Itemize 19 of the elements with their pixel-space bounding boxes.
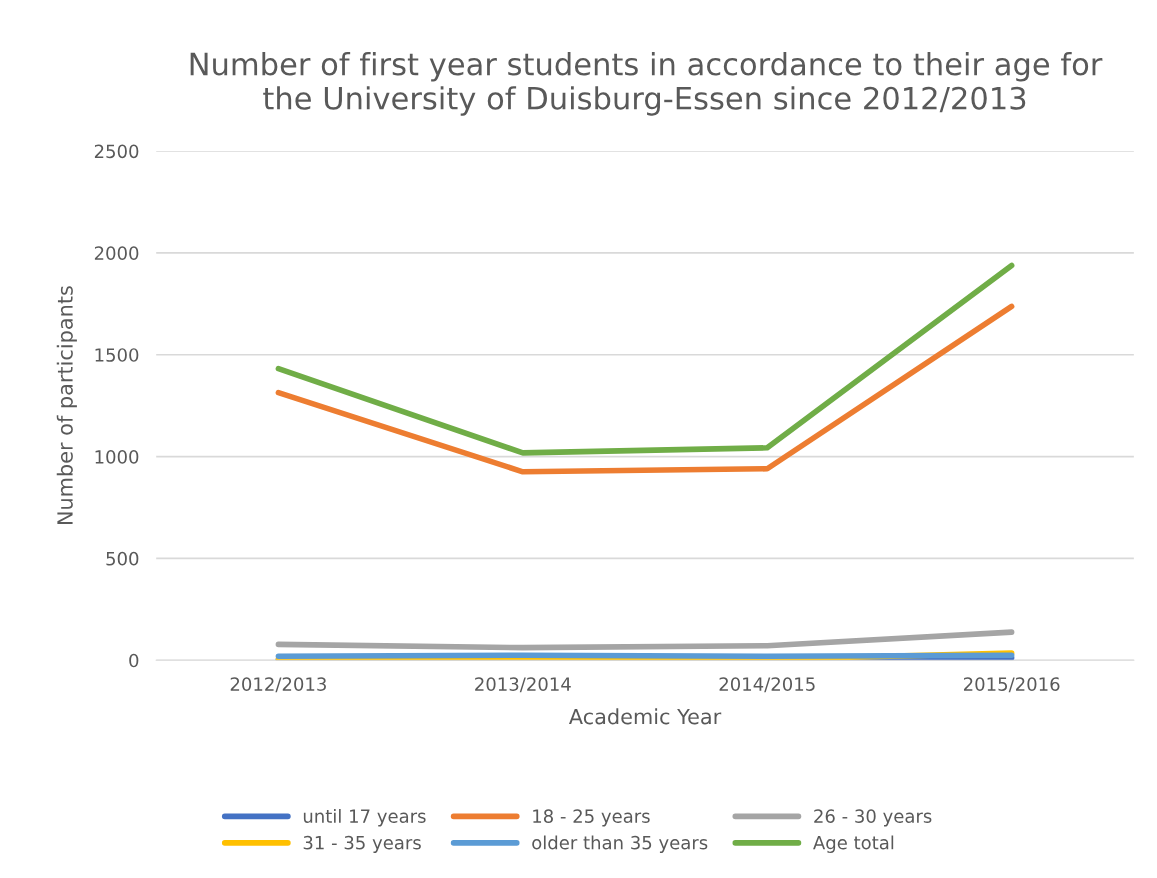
legend-label: Age total [813, 835, 894, 853]
x-tick-label: 2012/2013 [230, 677, 326, 693]
y-tick-label: 500 [106, 551, 139, 566]
x-tick-label: 2013/2014 [475, 677, 571, 693]
legend-label: older than 35 years [532, 835, 708, 853]
y-tick-label: 1500 [95, 348, 139, 362]
legend-label: 18 - 25 years [533, 809, 650, 827]
y-tick-label: 0 [129, 653, 139, 668]
legend-label: until 17 years [303, 808, 426, 827]
legend-label: 31 - 35 years [303, 835, 421, 853]
chart-title: Number of first year students in accordance to their age for the University of Duisburg-Essen since 2012/2013 [190, 51, 1103, 116]
x-tick-label: 2014/2015 [719, 677, 815, 693]
y-tick-label: 2500 [94, 144, 139, 159]
y-tick-label: 1000 [95, 450, 139, 464]
legend-label: 26 - 30 years [814, 809, 932, 827]
y-tick-label: 2000 [94, 246, 139, 260]
y-axis-title: Number of participants [56, 286, 77, 525]
x-tick-label: 2015/2016 [963, 677, 1060, 693]
x-axis-title: Academic Year [568, 708, 722, 725]
